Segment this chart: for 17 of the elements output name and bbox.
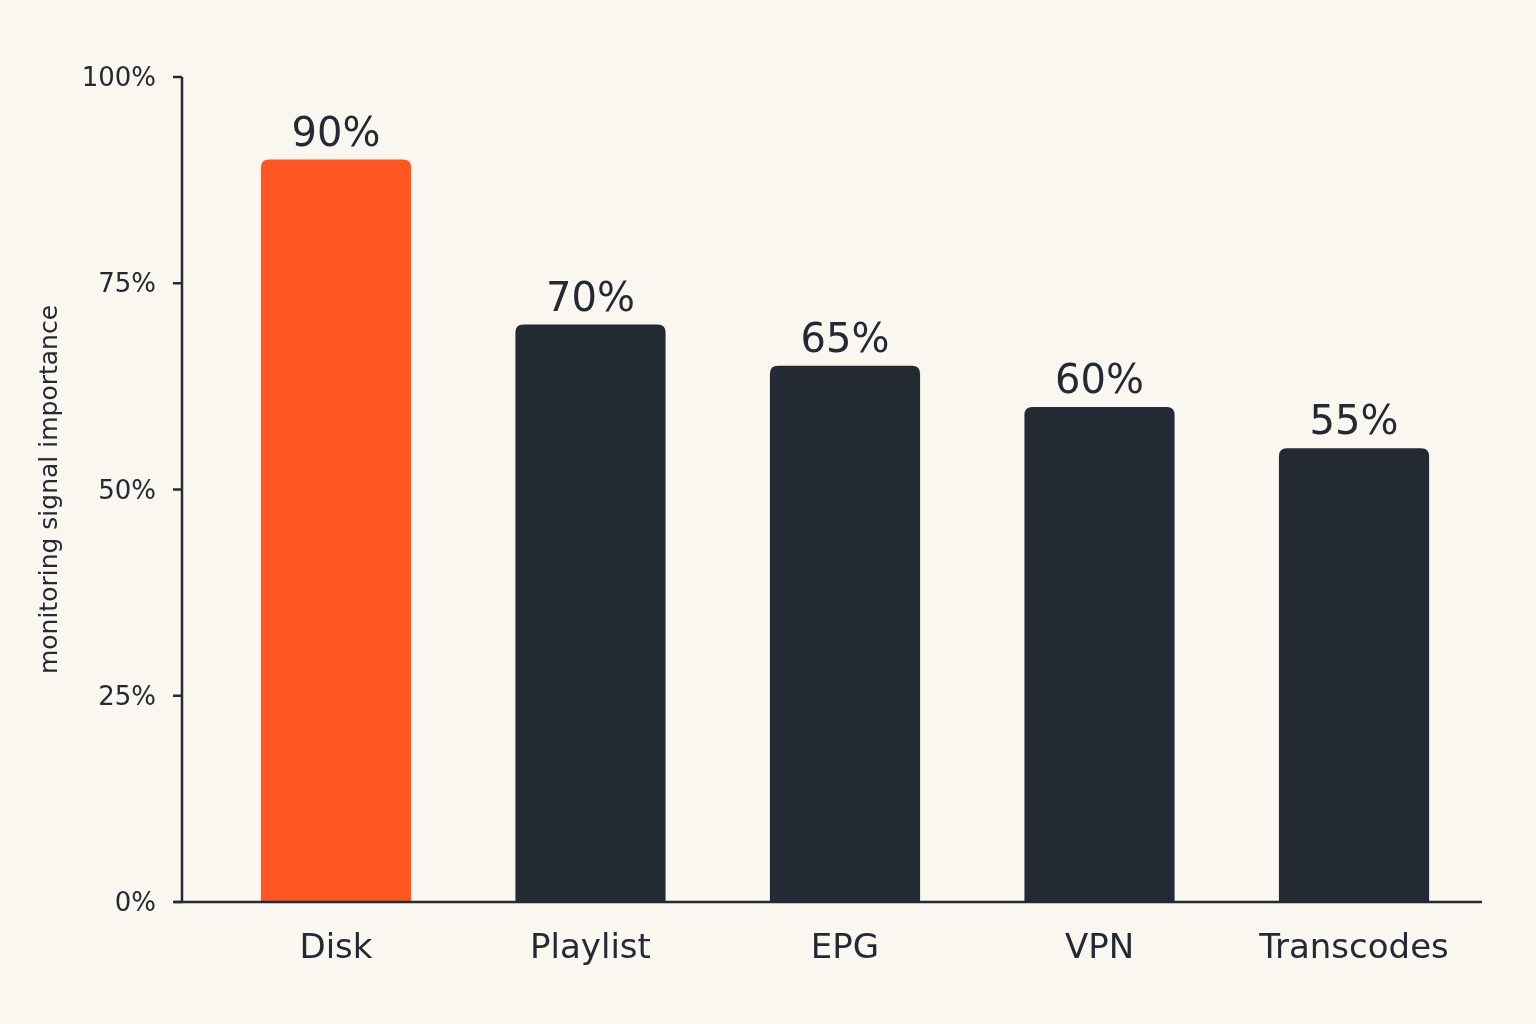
y-axis-title: monitoring signal importance — [34, 304, 63, 675]
y-tick-label: 75% — [98, 268, 156, 299]
data-label: 90% — [291, 108, 381, 155]
x-tick-label: Transcodes — [1258, 926, 1449, 966]
data-label: 60% — [1055, 356, 1144, 402]
x-tick-label: VPN — [1064, 926, 1135, 966]
y-tick-label: 25% — [98, 680, 156, 711]
data-label: 70% — [546, 273, 635, 320]
data-label: 65% — [800, 314, 890, 361]
bar — [260, 159, 412, 902]
y-tick-label: 100% — [81, 62, 156, 93]
x-tick-label: EPG — [810, 926, 880, 966]
data-label: 55% — [1309, 397, 1399, 444]
x-tick-label: Disk — [299, 926, 373, 966]
x-tick-label: Playlist — [530, 926, 651, 966]
y-tick-label: 50% — [98, 474, 156, 505]
y-tick-label: 0% — [114, 887, 156, 918]
